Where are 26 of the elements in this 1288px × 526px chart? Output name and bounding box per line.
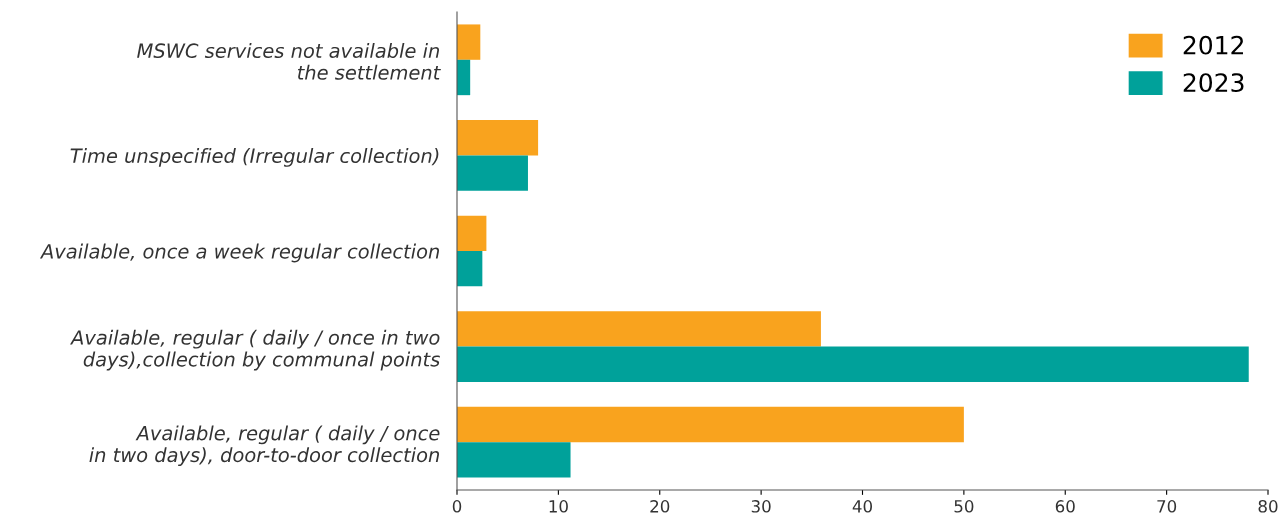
bar [457,24,481,60]
y-tick-label: Time unspecified (Irregular collection) [70,148,439,167]
x-tick-label: 40 [852,500,872,513]
bar [457,155,528,191]
bar [457,442,571,478]
x-tick-label: 30 [751,500,771,513]
bar [457,120,539,156]
bar [457,346,1249,382]
bar [457,59,471,96]
y-tick-label: Available, regular ( daily / once in two days), door-to-door collection [89,425,440,466]
bar [457,251,483,287]
x-tick-label: 80 [1258,500,1278,513]
x-tick-label: 10 [549,500,568,513]
bar [457,311,821,347]
x-tick-label: 20 [650,500,670,513]
x-tick-label: 50 [954,500,974,513]
x-tick-label: 60 [1055,500,1075,513]
bar [457,215,487,251]
bar [457,406,964,443]
y-tick-label: Available, once a week regular collection [39,243,440,263]
legend-label: 2012 [1183,35,1243,55]
x-tick-label: 70 [1157,500,1177,513]
y-tick-label: Available, regular ( daily / once in two days),collection by communal points [70,329,440,371]
legend-label: 2023 [1183,73,1244,93]
x-tick-label: 0 [452,500,462,513]
y-tick-label: MSWC services not available in the settlement [137,43,441,80]
